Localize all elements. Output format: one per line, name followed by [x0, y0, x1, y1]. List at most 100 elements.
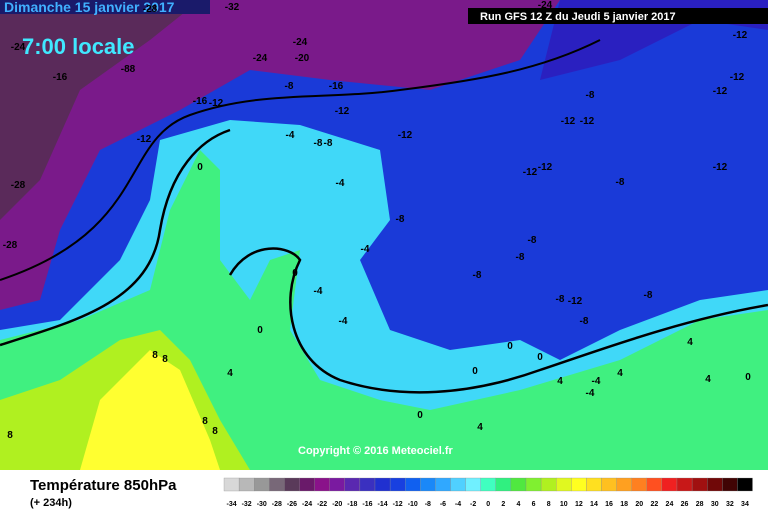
contour-label: -12: [523, 167, 538, 178]
scale-swatch: [676, 477, 693, 492]
contour-label: -24: [11, 42, 26, 53]
scale-swatch: [661, 477, 678, 492]
scale-label: 12: [575, 501, 583, 508]
scale-label: 4: [516, 501, 520, 508]
scale-label: 20: [635, 501, 643, 508]
contour-label: -4: [339, 316, 348, 327]
contour-label: -8: [528, 235, 537, 246]
scale-label: -2: [470, 501, 476, 508]
scale-label: 34: [741, 501, 749, 508]
scale-swatch: [586, 477, 602, 492]
scale-label: -4: [455, 501, 461, 508]
contour-label: -12: [398, 130, 413, 141]
warmest-region: [80, 350, 220, 470]
scale-label: 32: [726, 501, 734, 508]
contour-label: 0: [417, 410, 423, 421]
contour-label: 8: [202, 416, 208, 427]
scale-swatch: [450, 477, 466, 492]
scale-label: 22: [650, 501, 658, 508]
contour-label: -8: [473, 270, 482, 281]
scale-swatch: [420, 477, 436, 492]
scale-swatch: [329, 477, 345, 492]
contour-label: -12: [580, 116, 595, 127]
cold-core: [0, 0, 200, 220]
contour-label: 0: [745, 372, 751, 383]
contour-label: -88: [121, 64, 136, 75]
scale-swatch: [571, 477, 587, 492]
contour-label: 4: [687, 337, 693, 348]
scale-label: -18: [347, 501, 357, 508]
contour-label: -4: [361, 244, 370, 255]
contour-label: -12: [561, 116, 576, 127]
scale-swatch: [601, 477, 617, 492]
scale-swatch: [238, 477, 255, 492]
scale-label: 10: [560, 501, 568, 508]
contour-label: 0: [472, 366, 478, 377]
contour-label: -12: [137, 134, 152, 145]
contour-label: -16: [329, 81, 344, 92]
scale-swatch: [269, 477, 285, 492]
scale-label: -12: [393, 501, 403, 508]
scale-swatch: [314, 477, 330, 492]
scale-label: 2: [501, 501, 505, 508]
contour-label: -8: [324, 138, 333, 149]
scale-label: 28: [696, 501, 704, 508]
contour-label: -8: [580, 316, 589, 327]
scale-swatch: [359, 477, 376, 492]
scale-swatch: [374, 477, 391, 492]
contour-label: 4: [705, 374, 711, 385]
color-scale: -34 -32 -30 -28 -26 -24 -22 -20 -18 -16 -14 -12 -10-…: [223, 477, 753, 508]
scale-label: -22: [317, 501, 327, 508]
contour-label: -24: [293, 37, 308, 48]
contour-label: -24: [538, 0, 553, 11]
scale-swatch: [525, 477, 542, 492]
date: Dimanche 15 janvier 2017: [4, 0, 175, 15]
scale-label: 0: [486, 501, 490, 508]
footer-lead: (+ 234h): [30, 497, 72, 509]
contour-label: -4: [586, 388, 595, 399]
contour-label: 8: [152, 350, 158, 361]
contour-label: -8: [516, 252, 525, 263]
scale-label: 24: [666, 501, 674, 508]
contour-label: -12: [335, 106, 350, 117]
scale-label: -14: [377, 501, 387, 508]
scale-swatch: [495, 477, 512, 492]
scale-swatch: [631, 477, 647, 492]
scale-swatch: [344, 477, 361, 492]
scale-label: 18: [620, 501, 628, 508]
scale-label: -16: [362, 501, 372, 508]
contour-label: -8: [556, 294, 565, 305]
footer-title: Température 850hPa: [30, 477, 177, 494]
scale-swatch: [722, 477, 738, 492]
contour-label: 0: [537, 352, 543, 363]
scale-swatch: [480, 477, 496, 492]
scale-swatch: [646, 477, 663, 492]
contour-label: 0: [292, 268, 298, 279]
contour-label: 4: [617, 368, 623, 379]
isotherm: [0, 39, 601, 281]
scale-swatch: [284, 477, 300, 492]
scale-label: 6: [532, 501, 536, 508]
contour-label: -16: [53, 72, 68, 83]
scale-swatch: [691, 477, 708, 492]
contour-label: -8: [586, 90, 595, 101]
contour-label: 4: [477, 422, 483, 433]
scale-label: 8: [547, 501, 551, 508]
scale-swatch: [435, 477, 451, 492]
contour-label: -12: [733, 30, 748, 41]
scale-swatch: [510, 477, 527, 492]
contour-label: -8: [314, 138, 323, 149]
scale-label: 14: [590, 501, 598, 508]
contour-label: -12: [209, 98, 224, 109]
contour-label: -4: [286, 130, 295, 141]
contour-label: 0: [507, 341, 513, 352]
scale-label: -10: [408, 501, 418, 508]
scale-label: -8: [425, 501, 431, 508]
contour-label: -32: [225, 2, 240, 13]
contour-label: -4: [314, 286, 323, 297]
contour-label: -12: [730, 72, 745, 83]
scale-label: 30: [711, 501, 719, 508]
scale-swatch: [405, 477, 421, 492]
run-box: [468, 8, 768, 24]
scale-label: -28: [272, 501, 282, 508]
